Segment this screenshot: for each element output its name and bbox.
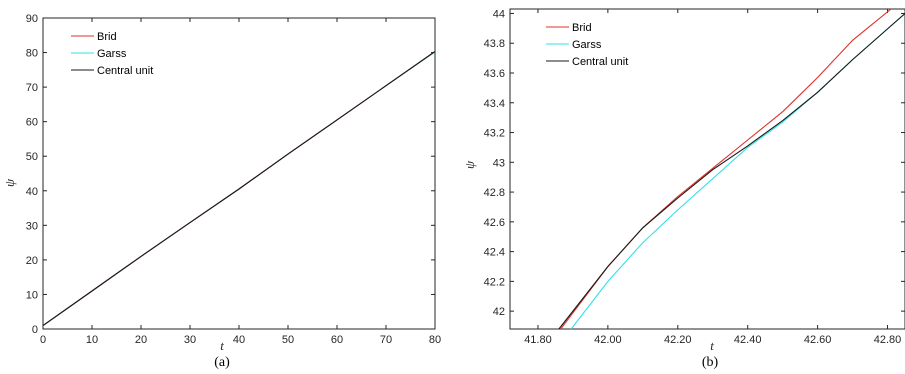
y-tick-label: 42.8: [484, 187, 505, 199]
y-tick-label: 0: [32, 324, 38, 336]
x-axis-label: t: [220, 338, 224, 353]
legend-label: Brid: [97, 31, 117, 43]
y-tick-label: 80: [26, 48, 38, 60]
y-axis-label: ψ: [462, 160, 477, 169]
x-tick-label: 42.40: [734, 334, 762, 346]
x-tick-label: 80: [429, 334, 441, 346]
x-tick-label: 70: [380, 334, 392, 346]
x-tick-label: 30: [184, 334, 196, 346]
series-line-central-unit: [43, 51, 435, 326]
y-tick-label: 60: [26, 117, 38, 129]
y-tick-label: 10: [26, 289, 38, 301]
y-tick-label: 90: [26, 13, 38, 25]
chart-b: 41.80 42.00 42.20 42.40 42.60 42.80 42 42.2 42.4…: [462, 8, 905, 370]
plot-frame: [509, 8, 905, 330]
x-tick-label: 42.00: [594, 334, 622, 346]
y-tick-label: 43.6: [484, 68, 505, 80]
y-tick-label: 43: [493, 157, 505, 169]
y-tick-label: 40: [26, 186, 38, 198]
y-tick-label: 42: [493, 306, 505, 318]
x-tick-label: 60: [331, 334, 343, 346]
y-tick-label: 43.4: [484, 98, 505, 110]
chart-a: 0 10 20 30 40 50 60 70 80 0 10 20 30 40 50 60 70 80 90 Brid…: [2, 13, 441, 370]
x-tick-label: 0: [40, 334, 46, 346]
x-tick-label: 41.80: [524, 334, 552, 346]
y-axis-label: ψ: [2, 178, 17, 187]
legend-label: Garss: [97, 48, 127, 60]
x-tick-label: 42.60: [804, 334, 832, 346]
panel-caption: (b): [702, 355, 719, 370]
x-tick-label: 20: [135, 334, 147, 346]
panel-caption: (a): [214, 355, 230, 370]
legend-label: Central unit: [572, 56, 628, 68]
y-tick-label: 42.6: [484, 217, 505, 229]
legend-label: Central unit: [97, 65, 153, 77]
x-tick-label: 50: [282, 334, 294, 346]
x-tick-label: 40: [233, 334, 245, 346]
y-tick-label: 50: [26, 151, 38, 163]
y-tick-label: 43.8: [484, 38, 505, 50]
y-tick-label: 70: [26, 82, 38, 94]
y-tick-label: 42.2: [484, 276, 505, 288]
legend-label: Brid: [572, 22, 592, 34]
y-tick-label: 43.2: [484, 128, 505, 140]
x-tick-label: 42.80: [874, 334, 902, 346]
x-tick-label: 10: [86, 334, 98, 346]
series-line-central-unit: [558, 13, 905, 329]
x-axis-label: t: [710, 338, 714, 353]
y-tick-label: 20: [26, 255, 38, 267]
x-tick-label: 42.20: [664, 334, 692, 346]
y-tick-label: 44: [493, 8, 505, 20]
legend-label: Garss: [572, 39, 602, 51]
y-tick-label: 42.4: [484, 247, 505, 259]
y-tick-label: 30: [26, 220, 38, 232]
